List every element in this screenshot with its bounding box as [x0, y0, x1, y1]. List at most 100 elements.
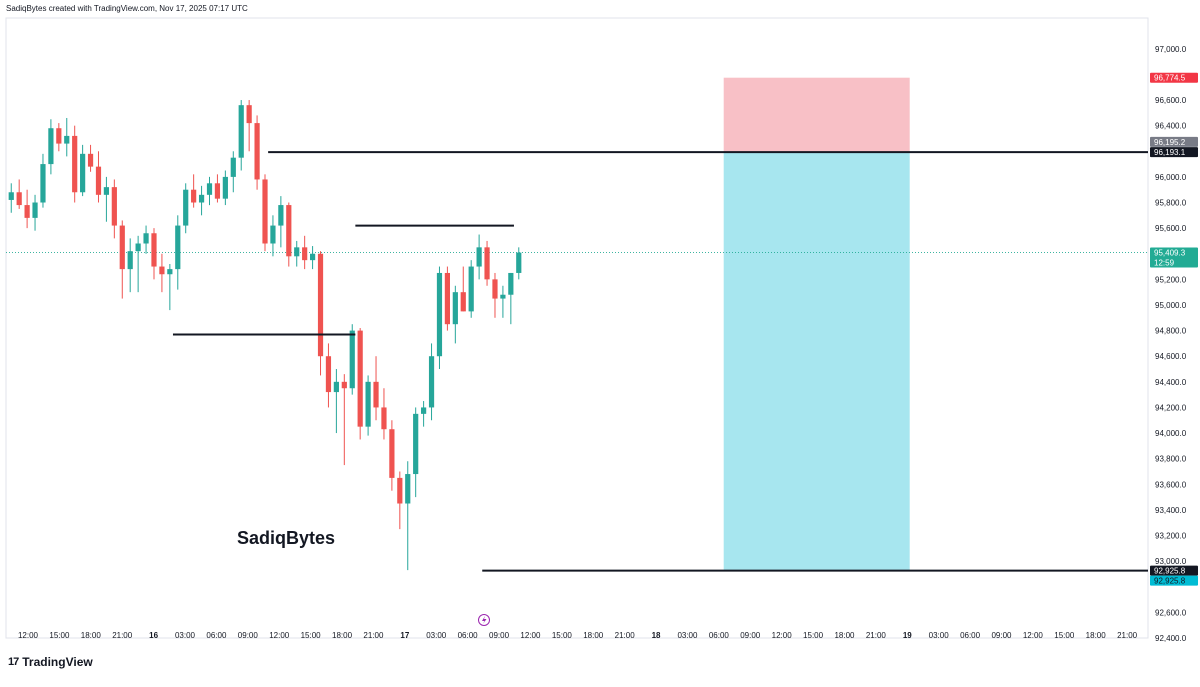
candle[interactable] [262, 174, 268, 252]
candle[interactable] [119, 220, 125, 299]
candle[interactable] [333, 369, 339, 434]
candle[interactable] [286, 202, 292, 267]
candle[interactable] [302, 235, 308, 270]
candle[interactable] [405, 461, 411, 571]
candle[interactable] [373, 356, 379, 421]
y-tick-label: 93,000.0 [1155, 557, 1187, 566]
candle-body [111, 187, 117, 226]
x-tick-label: 03:00 [175, 631, 196, 640]
candle[interactable] [349, 324, 355, 395]
candle-body [183, 189, 189, 226]
candle[interactable] [175, 215, 181, 290]
candle-body [127, 251, 133, 270]
candle[interactable] [56, 123, 62, 152]
candle[interactable] [325, 343, 332, 408]
candle[interactable] [151, 228, 157, 280]
candle[interactable] [206, 176, 213, 206]
candle[interactable] [317, 251, 324, 376]
candle[interactable] [341, 374, 347, 466]
candle[interactable] [508, 272, 514, 325]
candle[interactable] [230, 151, 236, 193]
candle[interactable] [413, 407, 419, 498]
tradingview-logo[interactable]: 17 TradingView [8, 655, 93, 669]
candle-body [436, 272, 443, 357]
candle[interactable] [270, 215, 276, 257]
candle[interactable] [444, 266, 450, 331]
candle[interactable] [468, 260, 474, 318]
candle[interactable] [127, 238, 133, 293]
candle[interactable] [64, 117, 70, 157]
candle[interactable] [484, 240, 490, 286]
candle-body [167, 269, 173, 275]
candle[interactable] [460, 266, 466, 312]
entry-label[interactable]: 96,193.1 [1150, 147, 1198, 158]
candle[interactable] [492, 272, 498, 318]
candle[interactable] [294, 240, 300, 267]
candle[interactable] [452, 285, 458, 344]
candle[interactable] [111, 179, 117, 239]
candle-body [405, 474, 411, 504]
candle[interactable] [24, 189, 30, 229]
candle[interactable] [246, 100, 252, 152]
candle[interactable] [159, 253, 165, 293]
candle[interactable] [8, 183, 14, 213]
candle[interactable] [32, 194, 38, 231]
candle[interactable] [436, 266, 443, 370]
candle-body [357, 330, 363, 427]
stop-loss-zone[interactable] [723, 77, 910, 153]
x-tick-label: 21:00 [1117, 631, 1138, 640]
stop-loss-label[interactable]: 96,774.5 [1150, 72, 1198, 83]
candle[interactable] [87, 144, 94, 172]
candle[interactable] [500, 285, 506, 318]
candle[interactable] [278, 196, 284, 248]
candle[interactable] [48, 119, 54, 175]
candle[interactable] [397, 471, 403, 530]
candle[interactable] [476, 234, 482, 280]
candle[interactable] [143, 225, 149, 254]
candle[interactable] [198, 185, 205, 216]
target-level-label-text: 92,925.8 [1154, 567, 1186, 576]
candle[interactable] [222, 170, 228, 206]
take-profit-label[interactable]: 92,925.8 [1150, 575, 1198, 586]
candle-body [135, 243, 141, 252]
x-tick-label: 15:00 [552, 631, 573, 640]
x-tick-label: 12:00 [520, 631, 541, 640]
candle-body [238, 105, 244, 158]
candle[interactable] [167, 263, 173, 311]
x-tick-label: 18:00 [332, 631, 353, 640]
take-profit-zone[interactable] [723, 152, 910, 571]
candle[interactable] [421, 401, 427, 427]
candle[interactable] [135, 235, 141, 293]
candle[interactable] [40, 153, 46, 208]
attribution-text: SadiqBytes created with TradingView.com,… [6, 4, 248, 13]
candle[interactable] [16, 179, 22, 209]
candle[interactable] [516, 247, 522, 280]
candle[interactable] [191, 174, 197, 208]
candle[interactable] [103, 176, 110, 222]
candle[interactable] [80, 144, 86, 197]
candle[interactable] [381, 388, 387, 440]
candle[interactable] [183, 183, 189, 234]
candle[interactable] [238, 100, 244, 171]
current-price-label[interactable]: 95,409.312:59 [1150, 247, 1198, 268]
candle[interactable] [254, 115, 260, 190]
candle[interactable] [357, 328, 363, 440]
candle-body [492, 279, 498, 299]
candle-body [119, 225, 125, 270]
candle[interactable] [389, 420, 395, 491]
candle[interactable] [72, 125, 78, 203]
x-tick-label: 17 [400, 631, 409, 640]
candle[interactable] [214, 174, 221, 203]
lightning-event-icon[interactable] [478, 614, 490, 626]
candle[interactable] [95, 151, 102, 203]
target-level-label[interactable]: 92,925.8 [1150, 565, 1198, 576]
x-tick-label: 06:00 [960, 631, 981, 640]
candle[interactable] [309, 246, 316, 270]
x-tick-label: 06:00 [458, 631, 479, 640]
entry-upper-label[interactable]: 96,195.2 [1150, 136, 1198, 147]
candle[interactable] [365, 375, 371, 436]
x-tick-label: 03:00 [677, 631, 698, 640]
candle[interactable] [428, 343, 435, 421]
